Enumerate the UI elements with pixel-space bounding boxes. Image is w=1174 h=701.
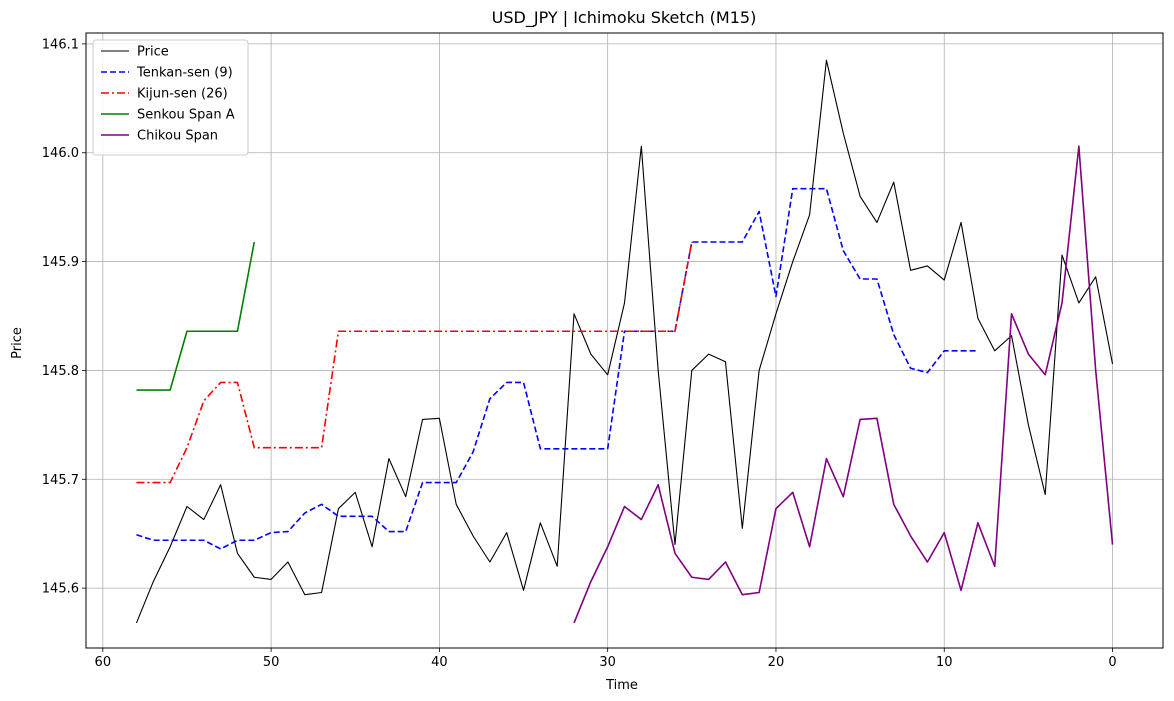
y-axis-label: Price: [10, 327, 25, 359]
y-tick-label: 145.9: [42, 255, 79, 270]
legend-box: [92, 39, 249, 156]
x-axis-label: Time: [605, 678, 638, 693]
x-tick-label: 60: [95, 655, 112, 670]
y-tick-label: 146.0: [42, 146, 79, 161]
y-tick-label: 145.7: [42, 473, 79, 488]
x-tick-label: 50: [263, 655, 280, 670]
chart-title: USD_JPY | Ichimoku Sketch (M15): [492, 8, 757, 28]
y-tick-label: 145.8: [42, 364, 79, 379]
series-line-3: [136, 241, 256, 391]
x-tick-label: 20: [768, 655, 785, 670]
legend-label: Chikou Span: [137, 129, 218, 144]
series-line-4: [573, 145, 1114, 624]
ticks: 60 50 40 30 20 10 0 145.6 145.7 145.8 145.9 146.0 14…: [42, 37, 1117, 670]
series-line-0: [135, 59, 1114, 624]
x-tick-label: 30: [599, 655, 616, 670]
x-tick-label: 10: [936, 655, 953, 670]
legend-label: Senkou Span A: [137, 108, 235, 123]
grid: [86, 33, 1163, 648]
legend: Price Tenkan-sen (9) Kijun-sen (26) Senkou …: [92, 39, 249, 156]
series-layer: [135, 59, 1114, 624]
series-line-1: [136, 187, 978, 550]
series-line-2: [136, 241, 693, 484]
x-tick-label: 0: [1108, 655, 1116, 670]
y-tick-label: 146.1: [42, 37, 79, 52]
legend-label: Price: [137, 45, 169, 60]
plot-frame: [85, 32, 1164, 649]
x-tick-label: 40: [431, 655, 448, 670]
legend-label: Kijun-sen (26): [137, 87, 228, 102]
legend-label: Tenkan-sen (9): [136, 66, 233, 81]
y-tick-label: 145.6: [42, 582, 79, 597]
